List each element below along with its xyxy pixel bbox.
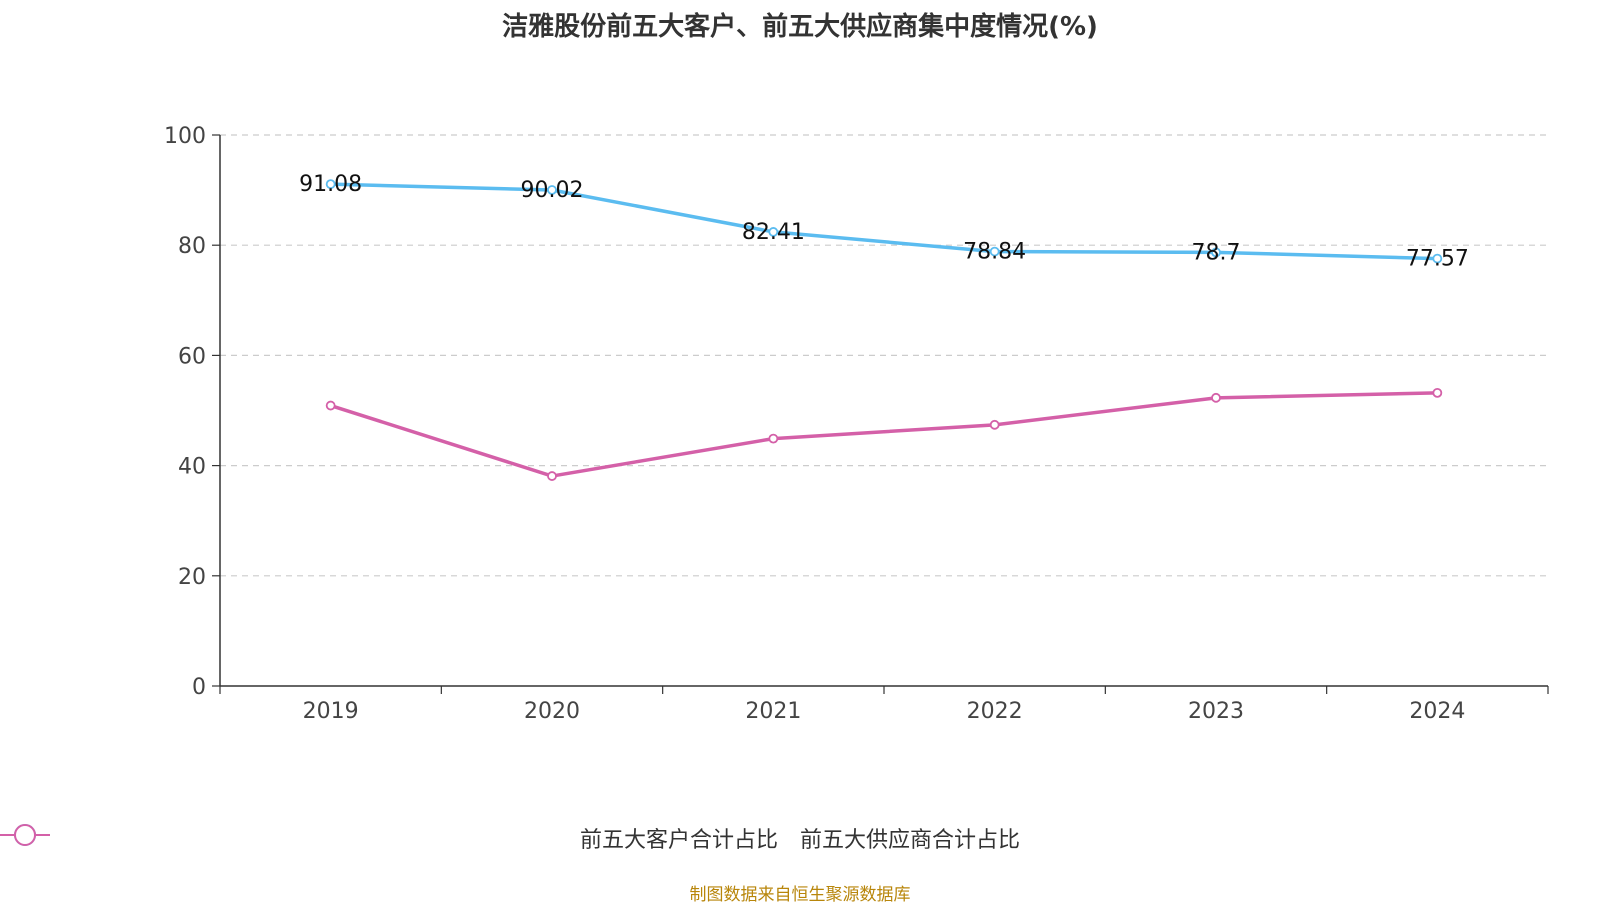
- y-tick-label: 20: [178, 565, 206, 590]
- y-tick-label: 60: [178, 344, 206, 369]
- series-line-customers: [330, 182, 1438, 261]
- x-tick-label: 2022: [967, 699, 1023, 724]
- data-label-customers: 82.41: [742, 220, 805, 245]
- x-tick-label: 2021: [745, 699, 801, 724]
- data-label-customers: 77.57: [1406, 247, 1469, 272]
- legend-label-customers: 前五大客户合计占比: [579, 828, 778, 853]
- source-note: 制图数据来自恒生聚源数据库: [689, 885, 911, 905]
- legend-item-customers[interactable]: 前五大客户合计占比: [0, 822, 778, 854]
- x-tick-label: 2023: [1188, 699, 1244, 724]
- data-point-suppliers: [1432, 387, 1443, 398]
- data-point-customers: [547, 185, 557, 195]
- legend-swatch-suppliers: [0, 824, 50, 846]
- x-tick-label: 2019: [303, 699, 359, 724]
- data-point-suppliers: [768, 433, 779, 444]
- data-point-customers: [1211, 247, 1221, 258]
- data-label-customers: 78.7: [1192, 240, 1241, 265]
- data-point-customers: [325, 179, 336, 190]
- y-tick-label: 0: [192, 675, 206, 700]
- data-label-customers: 91.08: [299, 172, 362, 197]
- data-point-customers: [768, 227, 779, 237]
- data-point-customers: [1432, 253, 1443, 264]
- data-point-suppliers: [1211, 392, 1221, 403]
- y-tick-label: 80: [178, 234, 206, 259]
- data-point-customers: [989, 246, 1000, 257]
- legend-label-suppliers: 前五大供应商合计占比: [800, 828, 1021, 853]
- data-point-suppliers: [547, 471, 557, 481]
- x-tick-label: 2020: [524, 699, 580, 724]
- chart-title: 洁雅股份前五大客户、前五大供应商集中度情况(%): [502, 12, 1098, 42]
- legend: 前五大客户合计占比 前五大供应商合计占比: [0, 822, 1600, 854]
- y-tick-label: 100: [164, 124, 206, 149]
- data-point-suppliers: [989, 419, 1000, 430]
- x-tick-label: 2024: [1409, 699, 1465, 724]
- data-label-customers: 78.84: [963, 240, 1026, 265]
- data-point-suppliers: [325, 400, 336, 411]
- data-label-customers: 90.02: [521, 178, 584, 203]
- y-tick-label: 40: [178, 455, 206, 480]
- series-line-suppliers: [330, 391, 1438, 478]
- legend-item-suppliers[interactable]: 前五大供应商合计占比: [0, 822, 1021, 854]
